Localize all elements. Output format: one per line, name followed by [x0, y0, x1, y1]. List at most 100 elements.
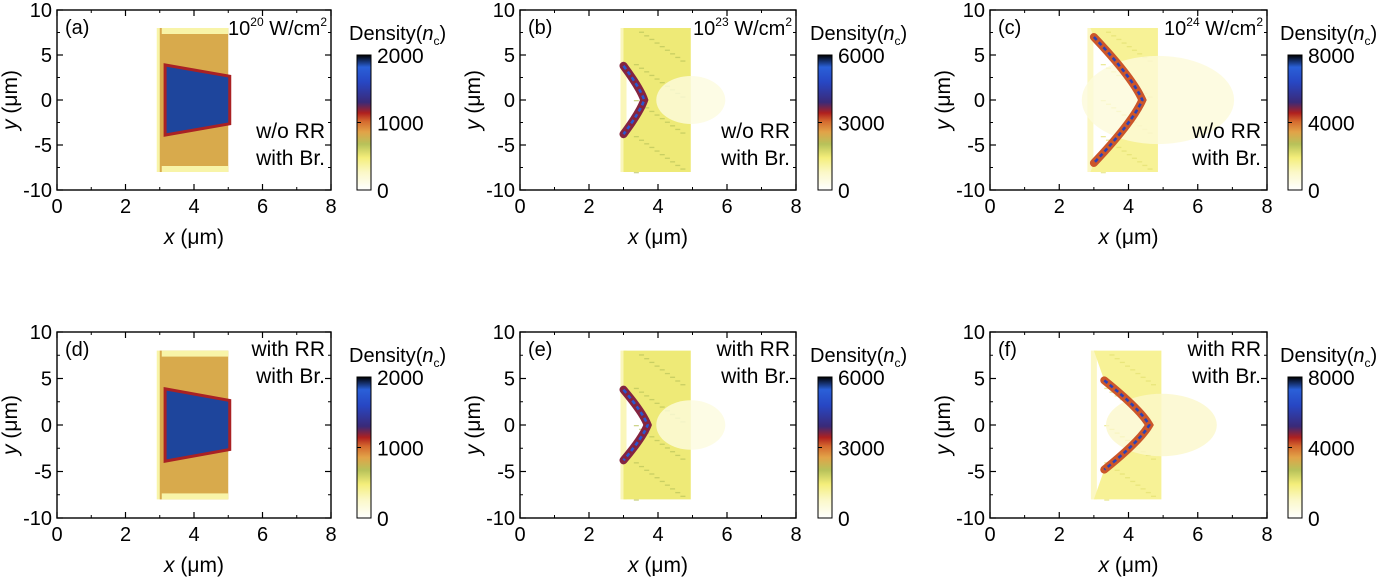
- target-speckle: [644, 143, 650, 145]
- target-speckle: [1114, 469, 1120, 471]
- panel-f: 0 2 4 6 8 -10 -5 0 5 10 x (μm) y (μm) (f) with RR with…: [932, 322, 1377, 577]
- panel-label: (d): [65, 339, 89, 361]
- y-axis-label: y (μm): [932, 395, 955, 457]
- y-tick-label: -10: [23, 180, 52, 202]
- panel-label: (b): [528, 17, 552, 39]
- x-axis-label: x (μm): [627, 554, 688, 577]
- y-tick-label: -5: [967, 462, 985, 484]
- target-speckle: [675, 380, 681, 382]
- target-speckle: [639, 31, 645, 33]
- annotation-line: w/o RR: [720, 120, 790, 143]
- y-tick-label: -10: [486, 508, 515, 530]
- target-speckle: [644, 395, 650, 397]
- target-speckle: [649, 74, 655, 77]
- target-speckle: [639, 465, 645, 468]
- x-tick-label: 0: [51, 524, 62, 546]
- target-speckle: [654, 439, 660, 442]
- colorbar-tick-label: 0: [838, 508, 850, 531]
- target-speckle: [675, 491, 681, 494]
- y-tick-label: 0: [504, 415, 515, 437]
- target-front-fringe: [1090, 350, 1097, 500]
- annotation-line: w/o RR: [255, 120, 325, 143]
- colorbar-label: Density(nc): [810, 345, 907, 370]
- y-tick-label: 5: [974, 369, 985, 391]
- target-speckle: [1111, 35, 1117, 37]
- panel-label: (a): [65, 17, 89, 39]
- target-speckle: [644, 358, 650, 360]
- compressed-region: [166, 390, 229, 460]
- target-speckle: [680, 384, 686, 386]
- target-bottom-fringe: [161, 166, 229, 172]
- target-speckle: [659, 406, 665, 408]
- rear-plume: [1081, 55, 1235, 145]
- target-speckle: [659, 154, 665, 156]
- target-speckle: [670, 451, 676, 453]
- y-tick-label: 0: [41, 90, 52, 112]
- panel-c: 0 2 4 6 8 -10 -5 0 5 10 x (μm) y (μm) (c) 1024 W/cm2 w…: [932, 0, 1377, 249]
- rear-plume: [656, 76, 726, 124]
- x-tick-label: 2: [1054, 524, 1065, 546]
- target-speckle: [654, 42, 660, 44]
- target-speckle: [1100, 172, 1106, 174]
- target-speckle: [664, 372, 670, 375]
- x-tick-label: 8: [790, 196, 801, 218]
- target-top-fringe: [161, 350, 229, 357]
- target-speckle: [639, 67, 645, 69]
- y-tick-label: -10: [23, 508, 52, 530]
- target-speckle: [1142, 164, 1148, 167]
- target-speckle: [1151, 458, 1157, 460]
- x-tick-label: 0: [51, 196, 62, 218]
- y-axis-label: y (μm): [932, 70, 955, 132]
- target-speckle: [639, 354, 645, 356]
- target-speckle: [1130, 480, 1136, 483]
- target-front-fringe: [620, 350, 627, 500]
- target-speckle: [680, 132, 686, 134]
- annotation-line: with RR: [250, 338, 325, 361]
- target-speckle: [633, 136, 639, 138]
- y-tick-label: -5: [497, 462, 515, 484]
- target-speckle: [1105, 139, 1111, 141]
- x-tick-label: 8: [1261, 524, 1272, 546]
- target-speckle: [1145, 380, 1151, 382]
- target-speckle: [680, 495, 686, 497]
- target-bottom-fringe: [161, 493, 229, 500]
- colorbar-tick-label: 4000: [1308, 113, 1355, 136]
- y-tick-label: 10: [30, 322, 52, 344]
- rear-plume: [1105, 393, 1217, 457]
- target-speckle: [644, 469, 650, 471]
- target-speckle: [1116, 146, 1122, 149]
- x-tick-label: 4: [1123, 196, 1134, 218]
- colorbar-tick-label: 0: [1308, 508, 1320, 531]
- target-speckle: [670, 161, 676, 163]
- target-speckle: [1147, 168, 1153, 170]
- target-speckle: [675, 164, 681, 167]
- y-tick-label: 0: [974, 90, 985, 112]
- colorbar-tick-label: 1000: [377, 438, 424, 461]
- x-axis-label: x (μm): [163, 554, 224, 577]
- colorbar-tick-label: 8000: [1308, 367, 1355, 390]
- target-speckle: [664, 157, 670, 159]
- panel-b: 0 2 4 6 8 -10 -5 0 5 10 x (μm) y (μm) (b) 1023 W/cm2 w…: [462, 0, 907, 249]
- target-slab: [1093, 350, 1162, 500]
- target-speckle: [654, 477, 660, 479]
- x-tick-label: 6: [257, 524, 268, 546]
- x-tick-label: 2: [120, 524, 131, 546]
- x-tick-label: 0: [514, 524, 525, 546]
- y-tick-label: 5: [974, 45, 985, 67]
- target-speckle: [1130, 369, 1136, 371]
- y-tick-label: -10: [486, 180, 515, 202]
- target-speckle: [654, 150, 660, 152]
- target-speckle: [659, 82, 665, 84]
- target-speckle: [654, 365, 660, 367]
- colorbar-label: Density(nc): [349, 23, 446, 48]
- target-speckle: [649, 436, 655, 438]
- target-speckle: [649, 110, 655, 113]
- x-tick-label: 8: [1261, 196, 1272, 218]
- y-tick-label: -10: [956, 508, 985, 530]
- annotation-line: with Br.: [720, 147, 790, 170]
- bow-peak: [1092, 36, 1144, 164]
- intensity-label: 1024 W/cm2: [1164, 15, 1263, 40]
- target-speckle: [670, 53, 676, 55]
- y-tick-label: -5: [967, 135, 985, 157]
- colorbar-tick-label: 0: [1308, 180, 1320, 203]
